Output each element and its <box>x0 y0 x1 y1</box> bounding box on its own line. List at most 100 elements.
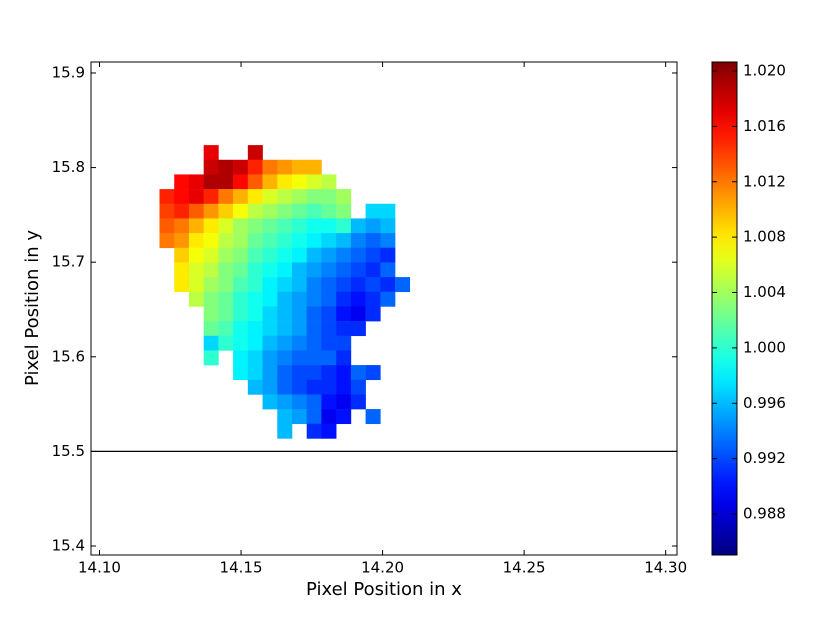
heatmap-cell <box>277 409 293 425</box>
heatmap-cell <box>321 189 337 205</box>
heatmap-cell <box>233 335 249 351</box>
heatmap-cell <box>203 321 219 337</box>
heatmap-cell <box>336 189 352 205</box>
heatmap-cell <box>291 218 308 234</box>
heatmap-cell <box>233 365 249 381</box>
heatmap-cell <box>321 394 337 410</box>
x-tick-label: 14.15 <box>220 559 263 577</box>
heatmap-cell <box>291 262 308 278</box>
heatmap-cell <box>247 189 263 205</box>
colorbar-tick-label: 1.020 <box>743 61 786 79</box>
heatmap-cell <box>306 394 322 410</box>
heatmap-cell <box>380 203 396 219</box>
heatmap-cell <box>174 189 190 205</box>
colorbar-tick-label: 1.016 <box>743 117 786 135</box>
heatmap-cell <box>174 262 190 278</box>
heatmap-cell <box>321 321 337 337</box>
heatmap-cell <box>218 306 234 322</box>
y-tick-label: 15.4 <box>52 537 85 555</box>
heatmap-cell <box>291 291 308 307</box>
heatmap-cell <box>159 233 175 249</box>
heatmap-cell <box>365 247 381 263</box>
heatmap-cell <box>277 423 293 439</box>
heatmap-cell <box>336 203 352 219</box>
heatmap-cell <box>350 247 366 263</box>
heatmap-cell <box>350 277 366 293</box>
heatmap-cell <box>247 379 263 395</box>
heatmap-cell <box>336 262 352 278</box>
heatmap-cell <box>233 203 249 219</box>
heatmap-cell <box>306 233 322 249</box>
heatmap-cell <box>233 277 249 293</box>
heatmap-cell <box>262 321 278 337</box>
heatmap-cell <box>277 174 293 190</box>
heatmap-cell <box>262 350 278 366</box>
heatmap-cell <box>350 262 366 278</box>
heatmap-cell <box>306 350 322 366</box>
heatmap-cell <box>277 335 293 351</box>
heatmap-cell <box>306 291 322 307</box>
heatmap-cell <box>321 291 337 307</box>
heatmap-cell <box>203 218 219 234</box>
heatmap-cell <box>218 218 234 234</box>
heatmap-cell <box>291 203 308 219</box>
heatmap-cell <box>350 321 366 337</box>
heatmap-cell <box>247 262 263 278</box>
heatmap-cell <box>203 159 219 175</box>
heatmap-cell <box>291 409 308 425</box>
heatmap-cell <box>380 233 396 249</box>
heatmap-cell <box>321 233 337 249</box>
heatmap-cell <box>262 174 278 190</box>
heatmap-cell <box>336 291 352 307</box>
heatmap-cell <box>277 218 293 234</box>
heatmap-cell <box>350 394 366 410</box>
heatmap-cell <box>380 218 396 234</box>
heatmap-cell <box>321 379 337 395</box>
heatmap-cell <box>188 291 204 307</box>
y-tick-label: 15.8 <box>52 158 85 176</box>
heatmap-cell <box>321 335 337 351</box>
heatmap-cell <box>336 233 352 249</box>
heatmap-cell <box>291 174 308 190</box>
heatmap-cell <box>159 203 175 219</box>
heatmap-cell <box>247 306 263 322</box>
heatmap-cell <box>262 335 278 351</box>
heatmap-cell <box>336 379 352 395</box>
heatmap-cell <box>306 159 322 175</box>
heatmap-cell <box>218 159 234 175</box>
heatmap-cell <box>247 145 263 161</box>
heatmap-cell <box>247 365 263 381</box>
heatmap-cell <box>203 247 219 263</box>
heatmap-cell <box>218 291 234 307</box>
heatmap-cell <box>277 277 293 293</box>
heatmap-cell <box>291 189 308 205</box>
heatmap-cell <box>262 379 278 395</box>
heatmap-cell <box>203 203 219 219</box>
x-axis-label: Pixel Position in x <box>306 579 462 600</box>
heatmap-cell <box>350 218 366 234</box>
heatmap-cell <box>291 277 308 293</box>
heatmap-cell <box>336 247 352 263</box>
heatmap-cell <box>218 189 234 205</box>
heatmap-cell <box>365 203 381 219</box>
heatmap-cell <box>203 174 219 190</box>
heatmap-cell <box>218 247 234 263</box>
heatmap-cell <box>262 233 278 249</box>
heatmap-cell <box>365 233 381 249</box>
heatmap-cell <box>350 306 366 322</box>
heatmap-cell <box>321 262 337 278</box>
heatmap-cell <box>321 409 337 425</box>
heatmap-cell <box>262 394 278 410</box>
heatmap-cell <box>277 306 293 322</box>
heatmap-cell <box>277 291 293 307</box>
heatmap-cell <box>321 306 337 322</box>
heatmap-cell <box>336 394 352 410</box>
heatmap-cell <box>188 218 204 234</box>
heatmap-cell <box>336 350 352 366</box>
heatmap-cell <box>218 335 234 351</box>
colorbar-tick-label: 1.004 <box>743 283 786 301</box>
heatmap-cell <box>262 291 278 307</box>
heatmap-cell <box>203 277 219 293</box>
heatmap-cell <box>336 365 352 381</box>
heatmap-cell <box>350 233 366 249</box>
